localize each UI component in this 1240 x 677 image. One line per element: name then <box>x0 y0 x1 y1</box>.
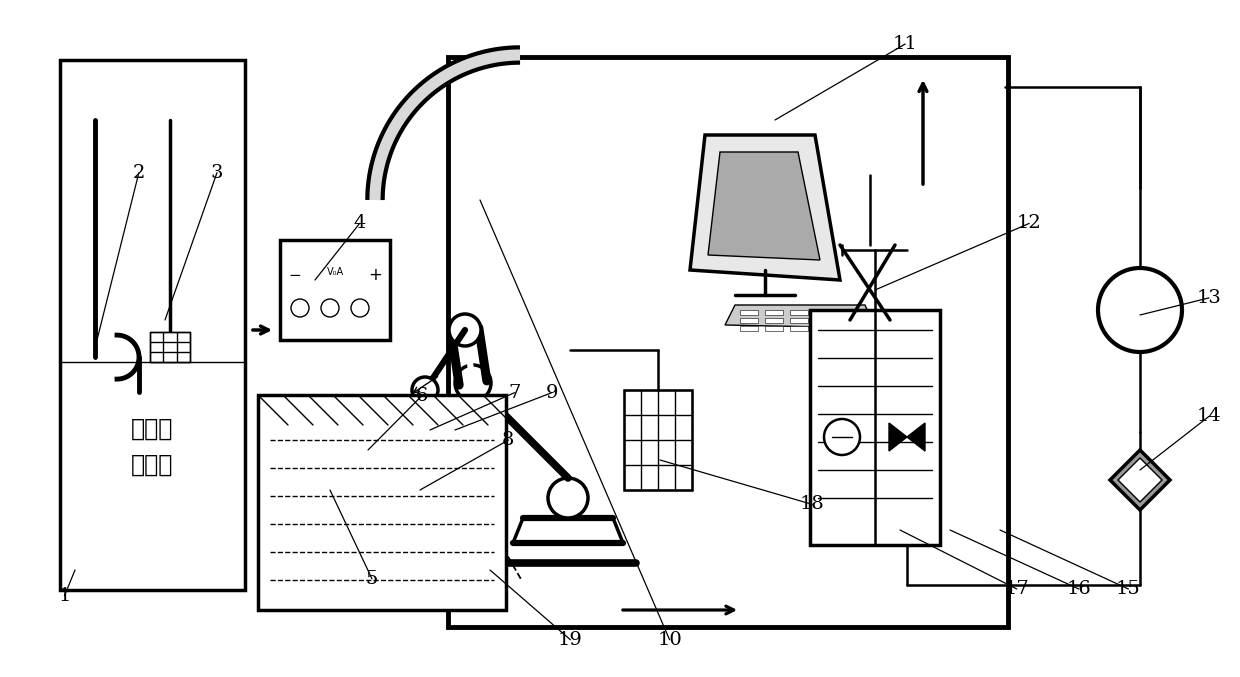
Polygon shape <box>725 305 875 328</box>
Circle shape <box>321 299 339 317</box>
Text: 17: 17 <box>1004 580 1029 598</box>
Bar <box>740 326 758 331</box>
Text: 16: 16 <box>1066 580 1091 598</box>
Polygon shape <box>889 423 925 451</box>
Polygon shape <box>689 135 839 280</box>
Text: V₀A: V₀A <box>326 267 343 277</box>
Circle shape <box>351 299 370 317</box>
Bar <box>368 460 453 488</box>
Bar <box>367 518 453 538</box>
Polygon shape <box>1118 458 1162 502</box>
Bar <box>765 310 782 315</box>
Text: 6: 6 <box>415 387 428 405</box>
Bar <box>790 318 808 323</box>
Circle shape <box>1097 268 1182 352</box>
Bar <box>360 488 460 518</box>
Bar <box>765 318 782 323</box>
Text: 11: 11 <box>893 35 918 53</box>
Bar <box>790 326 808 331</box>
Text: 15: 15 <box>1116 580 1141 598</box>
Circle shape <box>825 419 861 455</box>
Text: 工具台
放大图: 工具台 放大图 <box>131 417 174 477</box>
Bar <box>258 395 506 610</box>
Text: 13: 13 <box>1197 289 1221 307</box>
Bar <box>815 326 833 331</box>
Polygon shape <box>445 460 485 490</box>
Bar <box>815 310 833 315</box>
Text: 12: 12 <box>1017 215 1042 232</box>
Bar <box>60 60 246 590</box>
Circle shape <box>455 365 491 401</box>
Bar <box>150 332 190 362</box>
Text: −: − <box>289 267 301 282</box>
Bar <box>839 310 858 315</box>
Bar <box>740 318 758 323</box>
Text: 5: 5 <box>366 570 378 588</box>
Bar <box>790 310 808 315</box>
Bar <box>624 390 692 490</box>
Text: 4: 4 <box>353 215 366 232</box>
Text: 18: 18 <box>800 496 825 513</box>
Text: 2: 2 <box>133 164 145 181</box>
Bar <box>839 326 858 331</box>
Bar <box>815 318 833 323</box>
Text: 10: 10 <box>657 631 682 649</box>
Circle shape <box>291 299 309 317</box>
Bar <box>280 240 391 340</box>
Text: 9: 9 <box>546 384 558 401</box>
Circle shape <box>449 314 481 346</box>
Bar <box>765 326 782 331</box>
Text: 8: 8 <box>502 431 515 449</box>
Polygon shape <box>708 152 820 260</box>
Bar <box>740 310 758 315</box>
Bar <box>810 310 940 545</box>
Circle shape <box>412 377 438 403</box>
Text: 3: 3 <box>211 164 223 181</box>
Bar <box>448 57 1008 627</box>
Text: 1: 1 <box>58 587 71 605</box>
Circle shape <box>548 478 588 518</box>
Bar <box>839 318 858 323</box>
Text: 7: 7 <box>508 384 521 401</box>
Text: 19: 19 <box>558 631 583 649</box>
Polygon shape <box>1110 450 1171 510</box>
Text: 14: 14 <box>1197 408 1221 425</box>
Text: +: + <box>368 266 382 284</box>
